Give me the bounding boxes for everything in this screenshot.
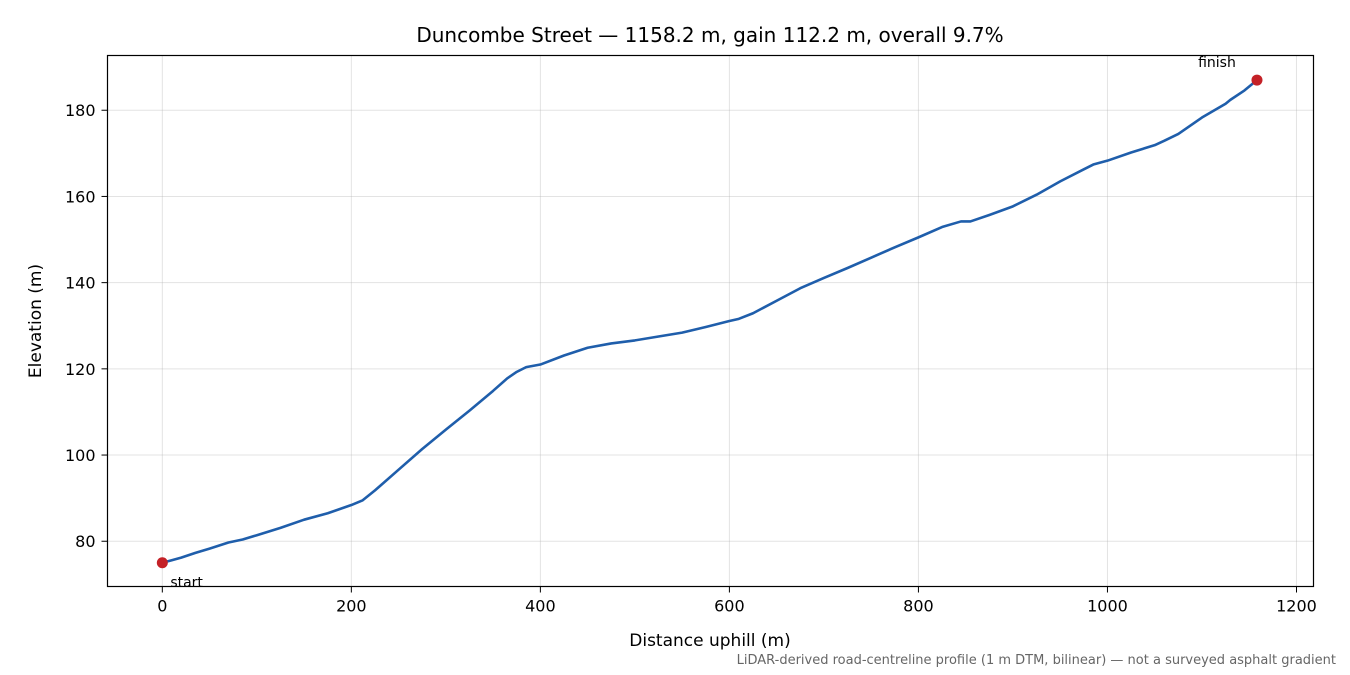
- x-axis-label: Distance uphill (m): [629, 631, 790, 651]
- grid-lines: [107, 55, 1314, 587]
- x-tick-label: 1200: [1276, 597, 1317, 616]
- x-tick-label: 600: [714, 597, 745, 616]
- footnote: LiDAR-derived road-centreline profile (1…: [737, 653, 1336, 668]
- plot-frame: [106, 54, 1315, 588]
- y-axis-label: Elevation (m): [26, 264, 46, 378]
- x-tick-label: 400: [525, 597, 556, 616]
- x-tick-label: 1000: [1087, 597, 1128, 616]
- y-tick-label: 120: [65, 360, 96, 379]
- x-tick-label: 800: [903, 597, 934, 616]
- marker-layer: start finish: [156, 55, 1263, 591]
- elevation-line-series: [161, 78, 1259, 565]
- x-tick-label: 200: [336, 597, 367, 616]
- y-tick-label: 180: [65, 101, 96, 120]
- finish-label: finish: [1198, 55, 1236, 71]
- chart-title: Duncombe Street — 1158.2 m, gain 112.2 m…: [416, 23, 1003, 47]
- axis-ticks: 0 200 400 600 800 1000 1200 80 100 120 140 160 180: [65, 101, 1317, 615]
- y-tick-label: 160: [65, 187, 96, 206]
- y-tick-label: 140: [65, 274, 96, 293]
- x-tick-label: 0: [157, 597, 167, 616]
- y-tick-label: 80: [75, 532, 95, 551]
- start-label: start: [170, 575, 203, 591]
- series-layer: [161, 78, 1259, 565]
- start-marker: [156, 557, 168, 569]
- finish-marker: [1251, 74, 1263, 86]
- y-tick-label: 100: [65, 446, 96, 465]
